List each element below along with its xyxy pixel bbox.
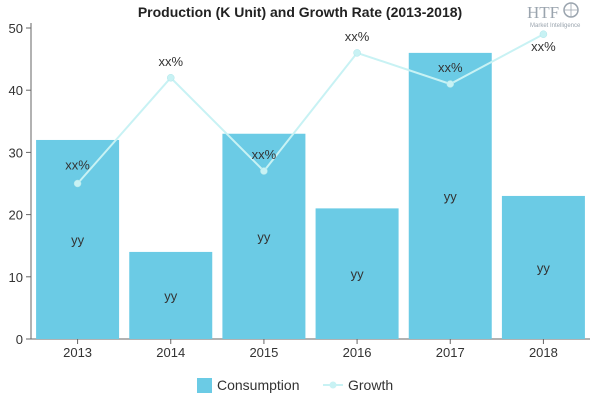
bar-consumption [129, 251, 213, 339]
y-tick-label: 20 [9, 208, 23, 223]
bar-consumption [501, 195, 585, 339]
growth-point [260, 167, 268, 175]
chart-legend: Consumption Growth [197, 377, 393, 393]
legend-marker-growth [329, 381, 337, 389]
growth-data-label: xx% [65, 158, 90, 173]
growth-point [167, 74, 175, 82]
globe-lines-icon [564, 3, 578, 17]
htf-logo: HTF Market Intelligence [527, 2, 581, 29]
plot-area: 0 10 20 30 40 50 2013 2014 2015 2016 2017 2018 yy yy y… [9, 21, 590, 360]
legend-swatch-consumption [197, 378, 212, 393]
growth-point [353, 49, 361, 57]
bar-data-label: yy [537, 260, 551, 275]
bar-data-label: yy [164, 288, 178, 303]
legend-label-consumption: Consumption [217, 377, 300, 393]
growth-data-label: xx% [531, 39, 556, 54]
x-tick-label: 2018 [529, 345, 558, 360]
growth-data-label: xx% [345, 29, 370, 44]
x-tick-label: 2014 [156, 345, 185, 360]
bar-consumption [36, 139, 120, 339]
bar-data-label: yy [351, 267, 365, 282]
growth-point [73, 179, 82, 188]
y-tick-label: 10 [9, 270, 23, 285]
x-tick-label: 2013 [63, 345, 92, 360]
x-tick-label: 2016 [343, 345, 372, 360]
x-tick-label: 2017 [436, 345, 465, 360]
growth-point [539, 30, 548, 38]
growth-data-label: xx% [438, 60, 463, 75]
growth-data-label: xx% [252, 147, 277, 162]
logo-brand: HTF [527, 3, 559, 22]
y-tick-label: 40 [9, 83, 23, 98]
y-tick-label: 50 [9, 21, 23, 36]
legend-label-growth: Growth [348, 377, 393, 393]
y-tick-label: 30 [9, 145, 23, 160]
bar-consumption [408, 52, 492, 339]
bar-data-label: yy [444, 189, 458, 204]
growth-data-label: xx% [158, 54, 183, 69]
x-tick-label: 2015 [249, 345, 278, 360]
growth-point [446, 80, 454, 88]
growth-line [76, 33, 544, 185]
y-tick-label: 0 [16, 332, 23, 347]
chart-title: Production (K Unit) and Growth Rate (201… [138, 4, 462, 20]
bar-data-label: yy [257, 229, 271, 244]
bar-data-label: yy [71, 232, 85, 247]
logo-tagline: Market Intelligence [530, 23, 581, 29]
bar-consumption [315, 208, 399, 339]
